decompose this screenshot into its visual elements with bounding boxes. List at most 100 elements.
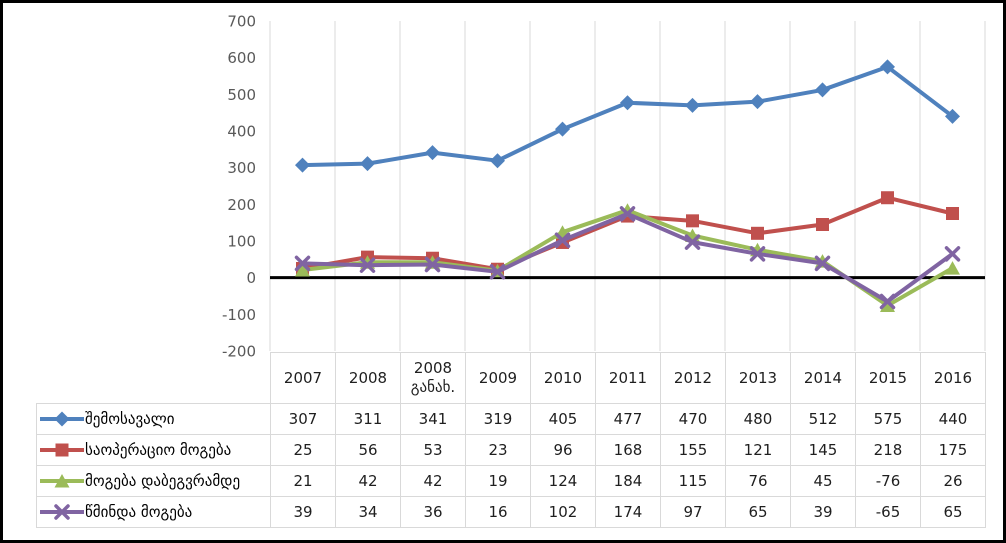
y-axis-tick-label: 600 (227, 49, 256, 67)
x-marker-icon (424, 256, 441, 273)
diamond-marker-icon (620, 95, 635, 111)
value-cell: 155 (660, 434, 726, 466)
triangle-marker-icon (945, 261, 960, 275)
year-header-cell: 2008 (335, 352, 401, 404)
y-axis-tick-label: 300 (227, 159, 256, 177)
value-cell: 23 (465, 434, 531, 466)
table-corner-blank (37, 353, 271, 404)
value-cell: 184 (595, 465, 661, 497)
y-axis-tick-label: 100 (227, 233, 256, 251)
value-cell: -76 (855, 465, 921, 497)
legend-cell: მოგება დაბეგვრამდე (36, 465, 271, 497)
legend-label: საოპერაციო მოგება (85, 440, 232, 459)
legend-key-icon (40, 474, 84, 488)
year-header-cell: 2007 (270, 352, 336, 404)
triangle-marker-icon (880, 298, 895, 313)
diamond-marker-icon (750, 94, 765, 110)
x-marker-icon (294, 255, 311, 272)
value-cell: 42 (335, 465, 401, 497)
value-cell: 42 (400, 465, 466, 497)
value-cell: 16 (465, 496, 531, 528)
legend-cell: საოპერაციო მოგება (36, 434, 271, 466)
value-cell: 19 (465, 465, 531, 497)
triangle-marker-icon (295, 262, 310, 277)
diamond-marker-icon (295, 157, 310, 173)
value-cell: 26 (920, 465, 986, 497)
value-cell: 102 (530, 496, 596, 528)
legend-cell: შემოსავალი (36, 403, 271, 435)
legend-label: წმინდა მოგება (85, 502, 193, 521)
x-marker-icon (879, 293, 896, 310)
legend-key-icon (40, 504, 84, 520)
x-marker-icon (619, 206, 636, 222)
year-header-cell: 2008 განახ. (400, 352, 466, 404)
value-cell: -65 (855, 496, 921, 528)
value-cell: 512 (790, 403, 856, 435)
x-marker-icon (814, 255, 831, 272)
legend-label: შემოსავალი (85, 409, 175, 428)
diamond-marker-icon (815, 82, 830, 98)
value-cell: 96 (530, 434, 596, 466)
value-cell: 25 (270, 434, 336, 466)
triangle-marker-icon (54, 474, 70, 488)
value-cell: 39 (270, 496, 336, 528)
value-cell: 175 (920, 434, 986, 466)
value-cell: 97 (660, 496, 726, 528)
square-marker-icon (881, 191, 894, 205)
square-marker-icon (816, 218, 829, 231)
y-axis-tick-label: -200 (222, 343, 256, 361)
value-cell: 21 (270, 465, 336, 497)
chart-data-table: 2007 2008 2008 განახ. 2009 2010 2011 2012 2013 2… (36, 352, 986, 528)
value-cell: 124 (530, 465, 596, 497)
y-axis-tick-label: 400 (227, 123, 256, 141)
value-cell: 319 (465, 403, 531, 435)
year-header-cell: 2010 (530, 352, 596, 404)
value-cell: 145 (790, 434, 856, 466)
year-header-cell: 2009 (465, 352, 531, 404)
value-cell: 39 (790, 496, 856, 528)
value-cell: 405 (530, 403, 596, 435)
value-cell: 76 (725, 465, 791, 497)
value-cell: 56 (335, 434, 401, 466)
legend-label: მოგება დაბეგვრამდე (85, 471, 241, 490)
x-marker-icon (359, 257, 376, 273)
x-marker-icon (54, 504, 70, 520)
square-marker-icon (55, 443, 69, 457)
diamond-marker-icon (945, 108, 960, 124)
y-axis-tick-label: 200 (227, 196, 256, 214)
legend-cell: წმინდა მოგება (36, 496, 271, 528)
x-marker-icon (554, 232, 571, 249)
value-cell: 36 (400, 496, 466, 528)
diamond-marker-icon (425, 145, 440, 161)
year-header-cell: 2012 (660, 352, 726, 404)
value-cell: 307 (270, 403, 336, 435)
diamond-marker-icon (555, 121, 570, 137)
value-cell: 168 (595, 434, 661, 466)
legend-key-icon (40, 411, 84, 427)
y-axis-tick-label: 500 (227, 86, 256, 104)
diamond-marker-icon (360, 156, 375, 172)
year-header-cell: 2016 (920, 352, 986, 404)
value-cell: 341 (400, 403, 466, 435)
diamond-marker-icon (685, 97, 700, 113)
square-marker-icon (751, 226, 764, 240)
value-cell: 53 (400, 434, 466, 466)
value-cell: 45 (790, 465, 856, 497)
x-marker-icon (944, 246, 961, 262)
square-marker-icon (686, 214, 699, 228)
line-chart-plot: 700 600 500 400 300 200 100 0 -100 -200 (222, 13, 986, 361)
y-axis-tick-label: -100 (222, 306, 256, 324)
value-cell: 480 (725, 403, 791, 435)
square-marker-icon (946, 207, 959, 220)
value-cell: 115 (660, 465, 726, 497)
value-cell: 311 (335, 403, 401, 435)
value-cell: 470 (660, 403, 726, 435)
diamond-marker-icon (880, 59, 895, 75)
value-cell: 575 (855, 403, 921, 435)
year-header-cell: 2011 (595, 352, 661, 404)
diamond-marker-icon (54, 411, 70, 427)
x-marker-icon (749, 246, 766, 262)
value-cell: 65 (725, 496, 791, 528)
year-header-cell: 2013 (725, 352, 791, 404)
